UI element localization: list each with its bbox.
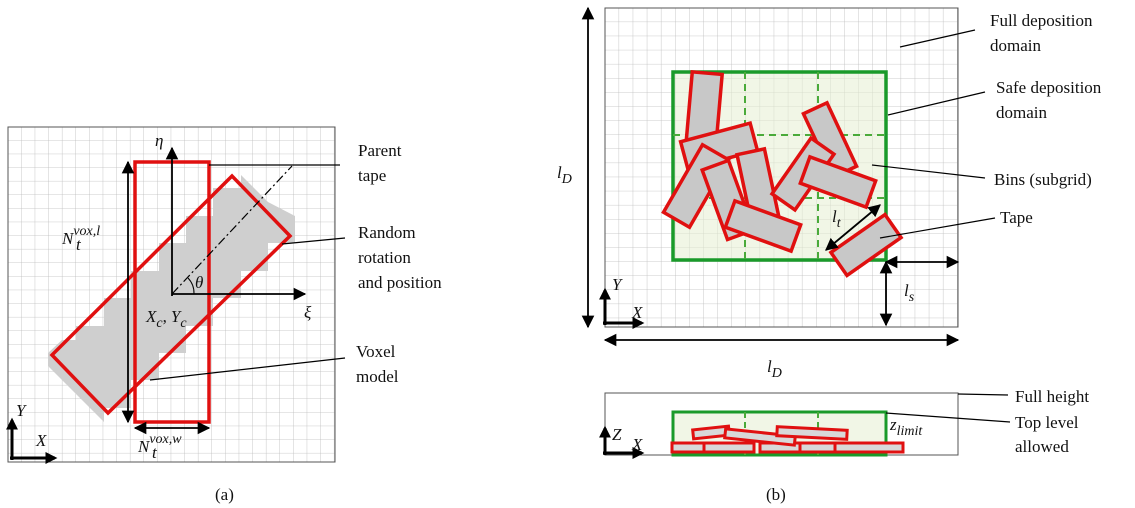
leader <box>885 412 1011 423</box>
width-label-sub: t <box>152 443 158 462</box>
margin-label-base: l <box>904 281 909 300</box>
caption: (a) <box>215 485 234 504</box>
center-y-sub: c <box>180 316 187 331</box>
annotation: domain <box>990 36 1041 55</box>
tape-axis <box>171 165 293 295</box>
eta-label: η <box>155 131 163 150</box>
leader <box>879 217 996 239</box>
annotation: Parent <box>358 141 402 160</box>
center-sep: , <box>163 307 167 326</box>
tape-width-label: lt <box>832 207 842 231</box>
tape <box>798 154 878 210</box>
width-label-sup: vox,w <box>149 432 182 447</box>
annotation: Top level <box>1015 413 1079 432</box>
leader <box>149 357 346 381</box>
width-label: lD <box>767 357 782 381</box>
tape <box>723 427 797 447</box>
caption: (b) <box>766 485 786 504</box>
z-limit-label: zlimit <box>889 415 923 439</box>
annotation: tape <box>358 166 386 185</box>
annotation: rotation <box>358 248 411 267</box>
annotation: Voxel <box>356 342 396 361</box>
annotation: Bins (subgrid) <box>994 170 1092 189</box>
margin-label-sub: s <box>909 290 915 305</box>
height-label-sub: D <box>561 172 572 187</box>
panel-b <box>581 6 1011 459</box>
x-label: X <box>631 303 643 322</box>
center-y: Y <box>171 307 182 326</box>
z-label: Z <box>612 425 622 444</box>
z-limit-label-sub: limit <box>897 424 924 439</box>
panel-a <box>5 126 346 464</box>
annotation: domain <box>996 103 1047 122</box>
center-x-sub: c <box>156 316 163 331</box>
length-label-sup: vox,l <box>73 224 100 239</box>
tape-width-arrow <box>825 204 881 251</box>
y-label: Y <box>612 275 623 294</box>
tape <box>702 441 756 454</box>
annotation: Tape <box>1000 208 1033 227</box>
tape <box>833 441 905 454</box>
length-label-sub: t <box>76 235 82 254</box>
xi-label: ξ <box>304 303 312 322</box>
width-label-sub: D <box>771 366 782 381</box>
annotation: Full deposition <box>990 11 1093 30</box>
annotation: Safe deposition <box>996 78 1102 97</box>
x-label: X <box>631 435 643 454</box>
annotation: and position <box>358 273 442 292</box>
center-label: Xc, Yc <box>145 307 187 331</box>
leader <box>899 29 976 48</box>
margin-label: ls <box>904 281 915 305</box>
annotation: Random <box>358 223 416 242</box>
annotation: model <box>356 367 399 386</box>
length-label: Nvox,l <box>61 224 100 248</box>
tape-width-label-base: l <box>832 207 837 226</box>
angle-label: θ <box>195 273 203 292</box>
y-label: Y <box>16 401 27 420</box>
leader <box>871 164 986 179</box>
voxel-model <box>48 175 295 422</box>
length-label-base: N <box>61 229 75 248</box>
annotation: allowed <box>1015 437 1069 456</box>
leader <box>887 91 986 116</box>
tape <box>775 425 849 441</box>
tape-width-label-sub: t <box>837 216 842 231</box>
width-label-base: l <box>767 357 772 376</box>
annotation: Full height <box>1015 387 1089 406</box>
leader <box>957 393 1009 396</box>
leader <box>281 237 346 245</box>
height-label: lD <box>557 163 572 187</box>
x-label: X <box>35 431 47 450</box>
z-limit-label-base: z <box>889 415 897 434</box>
angle-arc <box>187 277 195 295</box>
width-label: Nvox,w <box>137 432 182 456</box>
height-label-base: l <box>557 163 562 182</box>
center-x: X <box>145 307 157 326</box>
tape <box>723 198 803 254</box>
width-label-base: N <box>137 437 151 456</box>
